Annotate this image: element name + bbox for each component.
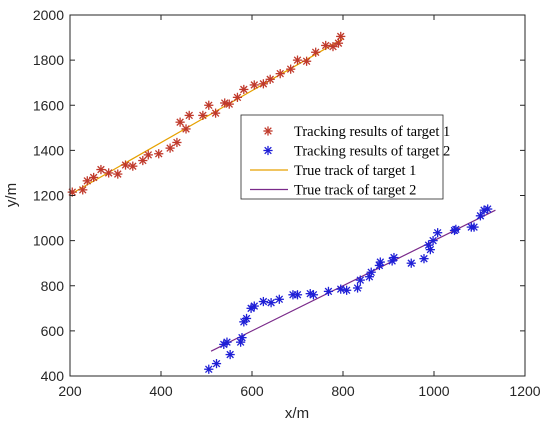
- data-point-series-2: [274, 294, 284, 304]
- plot-frame: [69, 14, 526, 377]
- data-point-series-1: [128, 161, 138, 171]
- data-point-series-2: [237, 333, 247, 343]
- y-tick-label: 1400: [33, 142, 64, 158]
- data-point-series-2: [475, 211, 486, 221]
- x-tick-label: 1200: [509, 383, 540, 399]
- data-point-series-1: [275, 69, 285, 79]
- data-point-series-1: [120, 160, 131, 170]
- data-point-series-2: [406, 258, 416, 268]
- data-point-series-1: [143, 150, 153, 160]
- data-point-series-1: [321, 40, 331, 51]
- data-point-series-1: [249, 80, 259, 90]
- data-point-series-1: [211, 108, 221, 118]
- axes-layer: 200 400 600 800 1000 120040060080010001200140…: [33, 7, 541, 399]
- y-tick-label: 1600: [33, 97, 64, 113]
- data-point-series-2: [308, 290, 319, 300]
- data-point-series-1: [286, 64, 296, 74]
- data-point-series-2: [266, 298, 276, 308]
- y-tick-label: 600: [41, 323, 65, 339]
- data-point-series-2: [225, 349, 235, 360]
- data-point-series-1: [78, 185, 88, 195]
- y-tick-label: 800: [41, 278, 65, 294]
- data-point-series-2: [433, 228, 443, 238]
- data-point-series-1: [336, 31, 346, 42]
- data-point-series-2: [366, 267, 376, 277]
- data-point-series-1: [224, 99, 234, 109]
- data-point-series-1: [181, 124, 191, 134]
- data-point-series-2: [451, 224, 461, 234]
- data-point-series-2: [222, 337, 232, 347]
- legend-marker-1: [263, 126, 273, 136]
- x-tick-label: 400: [149, 383, 173, 399]
- data-point-series-2: [292, 290, 303, 300]
- y-tick-label: 400: [41, 368, 65, 384]
- data-point-series-1: [96, 164, 106, 175]
- y-tick-label: 2000: [33, 7, 64, 23]
- y-tick-label: 1800: [33, 52, 64, 68]
- data-point-series-1: [138, 155, 148, 166]
- data-point-series-2: [419, 254, 429, 264]
- data-point-series-1: [265, 74, 275, 84]
- legend-marker-2: [263, 145, 273, 156]
- data-point-series-1: [113, 169, 123, 179]
- y-tick-label: 1200: [33, 188, 64, 204]
- data-point-series-1: [198, 110, 208, 121]
- data-point-series-2: [323, 286, 334, 296]
- legend-box: [240, 114, 444, 200]
- y-axis-label: y/m: [3, 183, 20, 207]
- legend-label-1: Tracking results of target 1: [294, 124, 450, 140]
- data-point-series-2: [258, 296, 268, 307]
- data-point-series-1: [89, 172, 99, 183]
- data-point-series-2: [342, 285, 352, 295]
- legend-label-2: Tracking results of target 2: [294, 144, 450, 160]
- data-point-series-2: [355, 275, 365, 285]
- data-point-series-2: [428, 236, 438, 246]
- data-point-series-2: [375, 257, 385, 267]
- data-point-series-2: [389, 252, 399, 263]
- data-point-series-1: [311, 47, 321, 57]
- data-point-series-2: [336, 284, 346, 294]
- x-tick-label: 800: [331, 383, 355, 399]
- x-tick-label: 600: [240, 383, 264, 399]
- marks-layer: [67, 31, 496, 374]
- series-line-4: [210, 209, 496, 352]
- data-point-series-1: [258, 79, 268, 89]
- data-point-series-1: [292, 55, 303, 65]
- legend-label-3: True track of target 1: [294, 163, 416, 179]
- data-point-series-1: [328, 41, 338, 52]
- data-point-series-1: [175, 117, 185, 127]
- x-axis-label: x/m: [285, 405, 309, 422]
- data-point-series-2: [483, 204, 493, 214]
- x-tick-label: 200: [58, 383, 82, 399]
- data-point-series-1: [184, 110, 194, 121]
- data-point-series-2: [352, 283, 363, 293]
- data-point-series-1: [333, 38, 344, 48]
- data-point-series-1: [104, 168, 114, 178]
- data-point-series-2: [469, 222, 479, 232]
- data-point-series-2: [425, 245, 435, 255]
- x-tick-label: 1000: [418, 383, 449, 399]
- data-point-series-1: [204, 100, 214, 110]
- data-point-series-1: [302, 56, 312, 66]
- data-point-series-2: [211, 358, 222, 369]
- data-point-series-1: [165, 143, 175, 153]
- data-point-series-2: [241, 313, 252, 324]
- data-point-series-1: [154, 149, 164, 159]
- data-point-series-1: [239, 84, 249, 95]
- data-point-series-1: [172, 137, 182, 148]
- legend: Tracking results of target 1 Tracking res…: [240, 114, 450, 200]
- data-point-series-2: [204, 364, 214, 374]
- data-point-series-1: [82, 176, 92, 186]
- y-tick-label: 1000: [33, 233, 64, 249]
- legend-label-4: True track of target 2: [294, 183, 416, 199]
- data-point-series-1: [232, 92, 243, 102]
- data-point-series-2: [249, 301, 259, 311]
